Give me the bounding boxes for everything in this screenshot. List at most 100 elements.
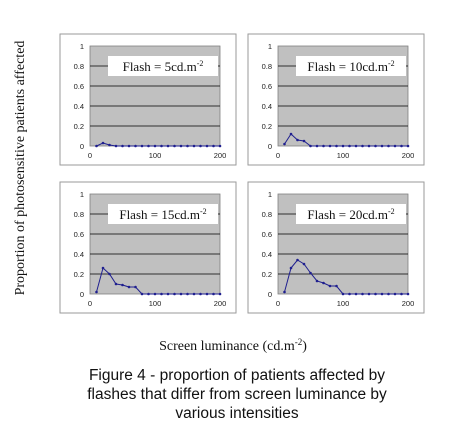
x-tick-label: 100 [337,151,350,160]
data-point [179,292,183,296]
data-point [134,144,137,148]
data-point [380,144,384,148]
data-point [315,279,319,283]
data-point [153,292,157,296]
y-tick-label: 0.4 [262,102,272,111]
data-point [354,144,358,148]
panel-label-text: Flash = 20cd.m [307,207,388,222]
data-point [393,144,397,148]
data-point [406,144,410,148]
x-axis-label: Screen luminance (cd.m-2) [159,337,307,354]
data-point [205,292,209,296]
data-point [114,144,118,148]
data-point [114,282,118,286]
panel-label-sup: -2 [388,59,395,68]
panel-label-box [108,204,218,224]
y-tick-label: 0.4 [262,250,272,259]
data-point [374,292,377,296]
y-tick-label: 0 [80,142,84,151]
data-point [218,144,222,148]
data-point [212,292,215,296]
caption-line-2: flashes that differ from screen luminanc… [87,386,387,403]
y-axis-label: Proportion of photosensitive patients af… [13,41,28,296]
data-point [147,292,150,296]
data-point [341,292,345,296]
x-tick-label: 100 [149,299,162,308]
data-point [173,292,176,296]
data-point [322,281,325,285]
y-tick-label: 0.6 [262,82,272,91]
caption-line-3: various intensities [175,405,299,422]
data-point [302,262,306,266]
data-point [101,141,105,145]
y-tick-label: 0.2 [74,270,84,279]
panel-label: Flash = 20cd.m-2 [307,207,394,222]
data-point [186,292,189,296]
data-point [380,292,384,296]
y-tick-label: 1 [80,190,84,199]
data-point [341,144,345,148]
data-point [173,144,176,148]
data-point [400,144,403,148]
data-point [361,292,364,296]
y-tick-label: 0 [80,290,84,299]
data-point [393,292,397,296]
data-point [127,285,131,289]
data-point [406,292,410,296]
y-tick-label: 0.8 [74,210,84,219]
y-tick-label: 1 [80,42,84,51]
data-point [283,290,286,294]
data-point [153,144,157,148]
y-tick-label: 0 [268,290,272,299]
y-tick-label: 0.8 [262,210,272,219]
panel-label-text: Flash = 10cd.m [307,59,388,74]
data-point [179,144,183,148]
panel-label-box [296,204,406,224]
data-point [95,290,98,294]
data-point [328,144,332,148]
data-point [367,144,371,148]
data-point [289,266,293,270]
data-point [387,292,390,296]
data-point [101,266,105,270]
data-point [160,292,163,296]
data-point [335,144,338,148]
y-tick-label: 0 [268,142,272,151]
data-point [218,292,222,296]
data-point [95,144,98,148]
data-point [199,144,202,148]
data-point [283,142,286,146]
x-tick-label: 200 [214,299,227,308]
data-point [147,144,150,148]
panel-1: 0 0.2 0.4 0.6 0.8 1 0 100 200 Flash = 5cd.m-2 [59,33,237,166]
panel-label-sup: -2 [197,59,204,68]
data-point [309,144,312,148]
y-tick-label: 0.6 [262,230,272,239]
y-tick-label: 0.8 [262,62,272,71]
data-point [348,292,351,296]
data-point [199,292,202,296]
x-tick-label: 200 [214,151,227,160]
data-point [328,284,332,288]
panel-label: Flash = 15cd.m-2 [119,207,206,222]
data-point [108,272,111,276]
panel-4: 0 0.2 0.4 0.6 0.8 1 0 100 200 Flash = 20cd.m-2 [247,181,425,314]
data-point [296,138,299,142]
data-point [387,144,390,148]
y-tick-label: 0.2 [74,122,84,131]
data-point [127,144,131,148]
caption-line-1: Figure 4 - proportion of patients affect… [88,367,386,384]
data-point [296,258,299,262]
x-tick-label: 100 [337,299,350,308]
data-point [140,144,144,148]
data-point [348,144,351,148]
y-tick-label: 0.4 [74,102,84,111]
x-tick-label: 0 [276,151,280,160]
panel-label-text: Flash = 15cd.m [119,207,200,222]
data-point [166,292,170,296]
data-point [108,143,111,147]
y-tick-label: 1 [268,190,272,199]
data-point [309,271,312,275]
